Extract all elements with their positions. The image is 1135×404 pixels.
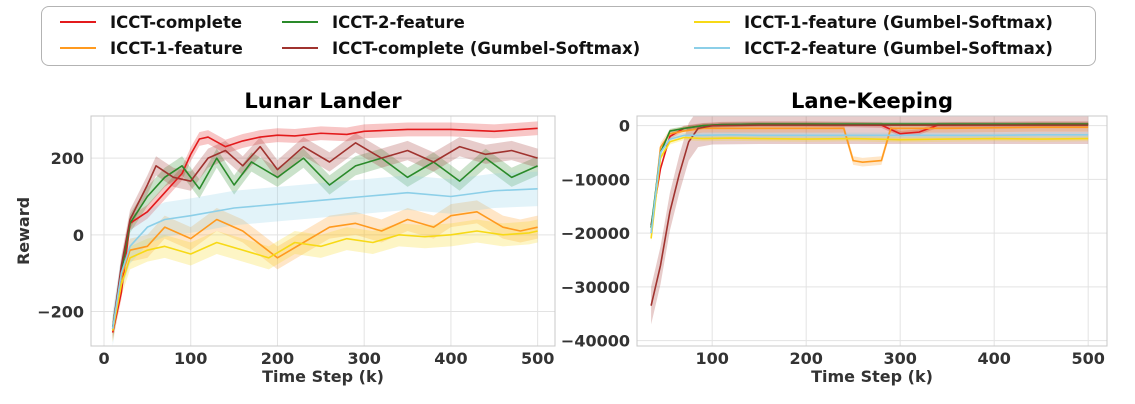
x-tick-label: 500 bbox=[1071, 349, 1104, 368]
x-tick-label: 0 bbox=[98, 349, 109, 368]
x-tick-label: 300 bbox=[883, 349, 916, 368]
legend-swatch bbox=[60, 47, 96, 49]
legend-swatch bbox=[282, 21, 318, 23]
legend-label: ICCT-2-feature (Gumbel-Softmax) bbox=[744, 38, 1053, 58]
series-line bbox=[650, 124, 1089, 306]
legend-label: ICCT-1-feature (Gumbel-Softmax) bbox=[744, 12, 1053, 32]
legend-label: ICCT-complete (Gumbel-Softmax) bbox=[332, 38, 641, 58]
series-line bbox=[650, 134, 1089, 234]
plot-area bbox=[637, 116, 1107, 346]
series-line bbox=[650, 126, 1089, 234]
series-line bbox=[650, 123, 1089, 228]
y-axis-label: Reward bbox=[14, 197, 33, 265]
legend-swatch bbox=[60, 21, 96, 23]
y-tick-label: 0 bbox=[619, 117, 630, 136]
series-band bbox=[651, 116, 1089, 325]
legend-label: ICCT-2-feature bbox=[332, 12, 465, 32]
legend-item-icct-1-feature-gumbel: ICCT-1-feature (Gumbel-Softmax) bbox=[694, 11, 1053, 33]
legend-item-icct-2-feature: ICCT-2-feature bbox=[282, 11, 465, 33]
plot-frame bbox=[90, 115, 556, 347]
series-line bbox=[111, 142, 538, 329]
y-tick-label: −30000 bbox=[561, 278, 630, 297]
x-axis-label: Time Step (k) bbox=[262, 367, 384, 386]
chart-lane-keeping: 100 200 300 400 500 −40000 −30000 −20000 −10000 0… bbox=[561, 89, 1108, 386]
series-line bbox=[111, 188, 538, 329]
chart-title: Lunar Lander bbox=[244, 89, 402, 113]
legend-item-icct-complete: ICCT-complete bbox=[60, 11, 242, 33]
plot-frame bbox=[636, 115, 1108, 347]
legend-label: ICCT-1-feature bbox=[110, 38, 243, 58]
x-tick-label: 100 bbox=[174, 349, 207, 368]
x-tick-label: 300 bbox=[347, 349, 380, 368]
series-line bbox=[650, 136, 1089, 239]
legend-label: ICCT-complete bbox=[110, 12, 243, 32]
legend-item-icct-complete-gumbel: ICCT-complete (Gumbel-Softmax) bbox=[282, 37, 640, 59]
series-line bbox=[111, 157, 538, 327]
legend: ICCT-complete ICCT-1-feature ICCT-2-feat… bbox=[41, 6, 1096, 66]
series-group bbox=[650, 116, 1089, 325]
legend-swatch bbox=[694, 21, 730, 23]
chart-lunar-lander: 0 100 200 300 400 500 −200 0 200 Lunar Lander Time… bbox=[14, 89, 556, 386]
x-axis-label: Time Step (k) bbox=[811, 367, 933, 386]
x-tick-label: 200 bbox=[789, 349, 822, 368]
series-band bbox=[112, 133, 538, 339]
legend-item-icct-1-feature: ICCT-1-feature bbox=[60, 37, 243, 59]
x-tick-label: 100 bbox=[695, 349, 728, 368]
x-tick-label: 200 bbox=[261, 349, 294, 368]
y-tick-label: −20000 bbox=[561, 224, 630, 243]
series-line bbox=[111, 230, 538, 331]
x-tick-label: 400 bbox=[434, 349, 467, 368]
y-tick-label: −40000 bbox=[561, 332, 630, 351]
y-tick-label: 200 bbox=[51, 149, 84, 168]
series-group bbox=[111, 121, 538, 346]
chart-title: Lane-Keeping bbox=[791, 89, 953, 113]
legend-swatch bbox=[282, 47, 318, 49]
series-line bbox=[111, 127, 538, 333]
series-band bbox=[112, 171, 538, 346]
y-tick-label: −10000 bbox=[561, 170, 630, 189]
y-tick-label: −200 bbox=[37, 303, 84, 322]
series-band bbox=[112, 148, 538, 337]
legend-item-icct-2-feature-gumbel: ICCT-2-feature (Gumbel-Softmax) bbox=[694, 37, 1053, 59]
series-band bbox=[112, 219, 538, 343]
legend-swatch bbox=[694, 47, 730, 49]
y-tick-label: 0 bbox=[73, 226, 84, 245]
x-tick-label: 500 bbox=[521, 349, 554, 368]
x-tick-label: 400 bbox=[977, 349, 1010, 368]
series-line bbox=[111, 211, 538, 331]
